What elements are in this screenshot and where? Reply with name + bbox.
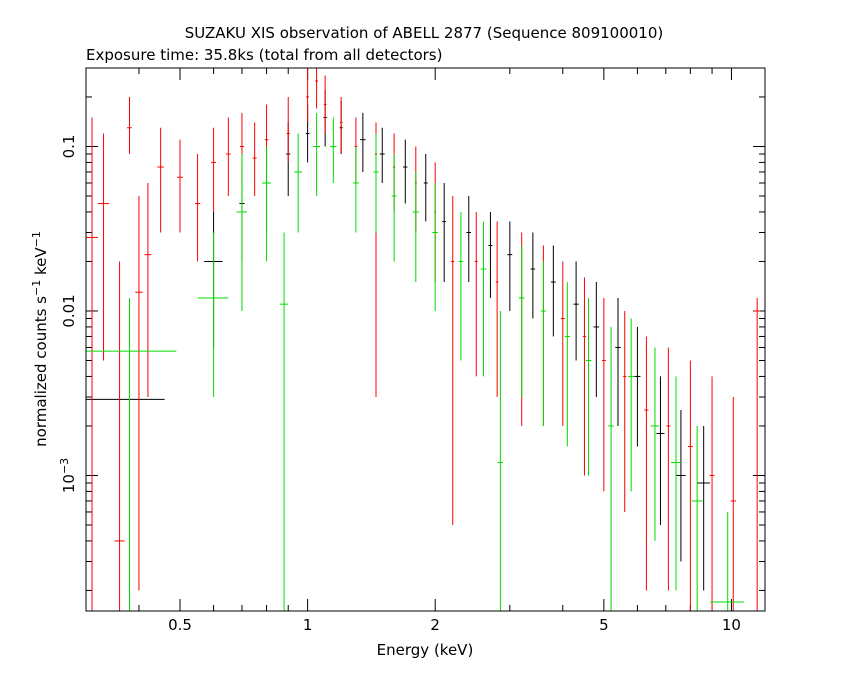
data-point — [676, 410, 686, 562]
data-point — [261, 146, 272, 262]
data-point — [315, 68, 318, 109]
data-point — [585, 297, 592, 476]
data-point — [650, 347, 660, 541]
data-point — [709, 376, 715, 611]
data-point — [86, 297, 165, 611]
y-axis-label: normalized counts s−1 keV−1 — [30, 231, 50, 447]
x-tick-label: 5 — [599, 616, 609, 634]
x-tick-label: 1 — [303, 616, 313, 634]
data-points-layer — [86, 68, 761, 611]
data-point — [709, 511, 744, 611]
data-point — [177, 139, 183, 233]
data-point — [360, 112, 366, 172]
x-axis-label: Energy (keV) — [377, 641, 474, 659]
y-axis-label-mid: keV — [32, 247, 50, 280]
data-point — [412, 171, 419, 283]
data-point — [114, 261, 125, 611]
chart-subtitle: Exposure time: 35.8ks (total from all de… — [86, 46, 442, 64]
data-point — [451, 196, 455, 525]
data-point — [530, 232, 536, 319]
tick-labels: 0.5 1 2 5 10 0.1 0.01 10−3 — [58, 135, 741, 634]
data-point — [670, 376, 681, 591]
y-axis-label-exp1: −1 — [30, 280, 43, 296]
data-point — [615, 297, 621, 426]
data-point — [488, 211, 493, 298]
data-point — [86, 117, 98, 611]
data-point — [458, 211, 464, 361]
y-tick-label: 0.1 — [60, 135, 78, 159]
data-point — [379, 127, 385, 183]
data-point — [252, 122, 257, 197]
x-tick-label: 0.5 — [168, 616, 192, 634]
data-point — [226, 117, 231, 197]
data-point — [330, 117, 337, 183]
data-point — [474, 211, 478, 377]
data-point — [634, 326, 641, 447]
data-point — [550, 245, 556, 337]
data-point — [540, 261, 546, 426]
data-point — [442, 182, 446, 283]
data-point — [97, 133, 110, 361]
data-point — [194, 154, 201, 262]
data-point — [135, 196, 143, 591]
data-point — [518, 245, 525, 397]
data-point — [697, 425, 710, 591]
data-point — [608, 326, 614, 611]
data-point — [86, 297, 177, 611]
x-tick-label: 10 — [722, 616, 741, 634]
data-point — [286, 96, 290, 163]
data-point — [691, 425, 703, 611]
data-point — [306, 68, 310, 123]
data-point — [480, 221, 487, 377]
data-point — [564, 282, 571, 447]
data-point — [495, 221, 499, 397]
data-point — [157, 127, 164, 233]
chart-title: SUZAKU XIS observation of ABELL 2877 (Se… — [185, 24, 663, 42]
data-point — [497, 310, 503, 611]
data-point — [236, 154, 248, 311]
data-point — [211, 127, 217, 212]
y-tick-label: 10−3 — [58, 458, 78, 493]
data-point — [313, 112, 321, 197]
data-point — [573, 261, 579, 361]
plot-frame — [85, 67, 766, 612]
data-point — [644, 336, 649, 591]
data-point — [127, 96, 132, 155]
data-point — [560, 261, 565, 426]
data-point — [730, 396, 736, 611]
data-point — [593, 282, 600, 397]
data-point — [507, 221, 513, 311]
x-tick-label: 2 — [430, 616, 440, 634]
data-point — [423, 154, 428, 222]
data-point — [323, 75, 327, 134]
data-point — [339, 96, 343, 155]
data-point — [353, 146, 359, 233]
data-point — [688, 360, 693, 611]
y-axis-label-exp2: −1 — [30, 231, 43, 247]
axis-ticks — [85, 67, 765, 611]
data-point — [391, 154, 397, 262]
data-point — [403, 139, 408, 204]
data-point — [582, 277, 587, 476]
data-point — [279, 232, 289, 611]
data-point — [656, 376, 665, 525]
data-point — [753, 297, 761, 611]
data-point — [373, 133, 379, 233]
data-point — [627, 318, 635, 492]
series-1 — [86, 68, 761, 611]
y-axis-label-base: normalized counts s — [32, 296, 50, 447]
data-point — [144, 182, 152, 397]
y-tick-label: 0.01 — [60, 294, 78, 327]
data-point — [432, 182, 438, 311]
data-point — [623, 310, 627, 512]
data-point — [294, 133, 303, 233]
data-point — [666, 347, 671, 591]
data-point — [602, 297, 606, 492]
data-point — [466, 196, 472, 283]
data-point — [197, 232, 229, 397]
series-2 — [86, 112, 744, 611]
